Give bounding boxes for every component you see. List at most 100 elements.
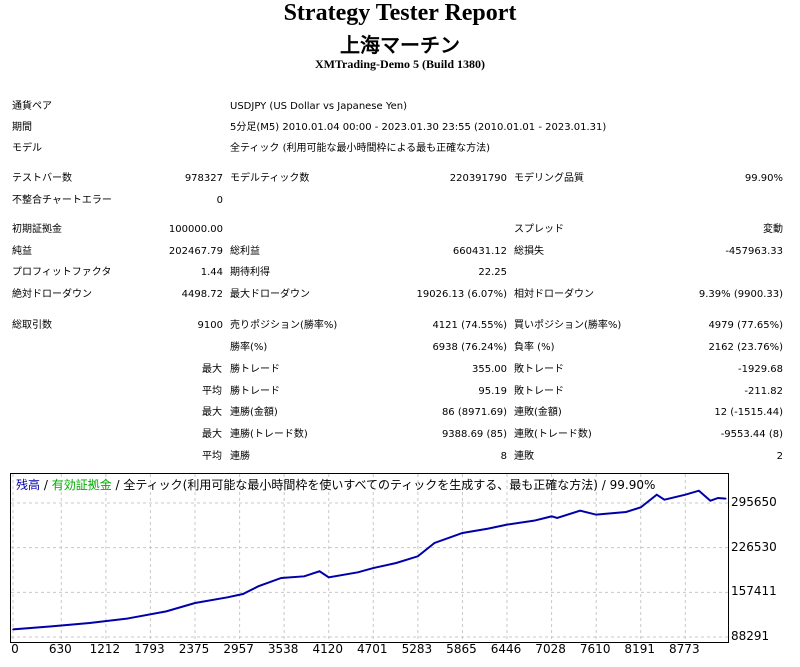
x-tick-label: 0 [11, 642, 19, 656]
balance-point [717, 497, 719, 499]
value: 2 [776, 450, 783, 462]
balance-point [663, 498, 666, 501]
value: -9553.44 (8) [720, 429, 783, 441]
value: 220391790 [449, 173, 507, 184]
label: 絶対ドローダウン [12, 289, 92, 300]
prefix: 最大 [202, 364, 222, 375]
label: 通貨ペア [12, 101, 52, 112]
value: 9.39% (9900.33) [698, 289, 783, 300]
label: 総損失 [514, 246, 544, 257]
balance-point [226, 596, 229, 599]
value: 2162 (23.76%) [708, 342, 783, 353]
balance-point [417, 555, 419, 558]
setting-row: 期間 5分足(M5) 2010.01.04 00:00 - 2023.01.30 … [0, 119, 800, 137]
legend-balance: 残高 [16, 478, 41, 492]
label: 勝率(%) [230, 342, 268, 353]
trades-row: 最大 連勝(金額) 86 (8971.69) 連敗(金額) 12 (-1515.44… [0, 404, 800, 422]
label: モデルティック数 [230, 173, 310, 184]
balance-point [533, 519, 535, 522]
label: 敗トレード [514, 364, 564, 375]
x-tick-label: 6446 [490, 642, 522, 656]
label: 勝トレード [230, 364, 280, 375]
label: モデリング品質 [514, 173, 584, 184]
label: 連敗 [514, 450, 534, 462]
value: 8 [500, 450, 507, 462]
value: 202467.79 [168, 246, 223, 257]
value: -457963.33 [725, 246, 783, 257]
x-tick-label: 7610 [579, 642, 611, 656]
prefix: 最大 [202, 407, 222, 419]
label: 敗トレード [514, 385, 564, 397]
label: 連勝 [230, 450, 250, 462]
value: -1929.68 [738, 364, 783, 375]
value: 変動 [763, 224, 783, 235]
balance-point [257, 585, 260, 588]
balance-point [395, 562, 397, 564]
value: USDJPY (US Dollar vs Japanese Yen) [230, 101, 408, 112]
value: 9100 [197, 320, 223, 331]
value: 全ティック (利用可能な最小時間枠による最も正確な方法) [230, 143, 491, 154]
label: 連敗(金額) [514, 407, 562, 419]
balance-line [12, 489, 726, 631]
label: 総取引数 [12, 320, 52, 331]
label: 売りポジション(勝率%) [230, 320, 338, 331]
x-tick-label: 4120 [312, 642, 343, 656]
prefix: 平均 [202, 450, 222, 462]
result-row: 純益 202467.79 総利益 660431.12 総損失 -457963.33 [0, 243, 800, 261]
label: 期間 [12, 122, 32, 133]
balance-point [556, 517, 558, 519]
x-tick-label: 8191 [624, 642, 655, 656]
prefix: 最大 [202, 429, 222, 441]
balance-point [165, 610, 168, 613]
value: 5分足(M5) 2010.01.04 00:00 - 2023.01.30 23… [230, 122, 607, 133]
x-tick-label: 5283 [401, 642, 433, 656]
balance-point [303, 575, 306, 578]
x-tick-label: 1212 [89, 642, 121, 656]
balance-point [579, 509, 581, 512]
balance-point [684, 493, 687, 496]
label: 総利益 [230, 246, 260, 257]
setting-row: モデル 全ティック (利用可能な最小時間枠による最も正確な方法) [0, 140, 800, 158]
label: スプレッド [514, 224, 564, 235]
result-row: プロフィットファクタ 1.44 期待利得 22.25 [0, 264, 800, 282]
x-tick-label: 630 [48, 642, 72, 656]
balance-point [242, 593, 244, 595]
value: 660431.12 [452, 246, 507, 257]
balance-point [724, 497, 727, 500]
balance-point [194, 602, 196, 604]
label: 連敗(トレード数) [514, 429, 592, 441]
balance-point [709, 499, 712, 502]
trades-row: 勝率(%) 6938 (76.24%) 負率 (%) 2162 (23.76%) [0, 339, 800, 357]
label: 期待利得 [230, 267, 270, 278]
label: 相対ドローダウン [514, 289, 594, 300]
label: 買いポジション(勝率%) [514, 320, 622, 331]
value: 22.25 [478, 267, 507, 278]
y-tick-label: 295650 [731, 495, 777, 509]
balance-point [433, 542, 436, 544]
balance-point [655, 493, 658, 496]
value: 86 (8971.69) [441, 407, 507, 419]
value: 978327 [184, 173, 223, 184]
balance-point [318, 570, 321, 573]
value: -211.82 [744, 385, 783, 397]
x-tick-label: 3538 [267, 642, 299, 656]
label: 連勝(トレード数) [230, 429, 308, 441]
y-tick-label: 226530 [731, 539, 777, 554]
balance-point [50, 625, 53, 628]
label: モデル [12, 143, 42, 154]
balance-point [372, 567, 375, 569]
trades-row: 最大 連勝(トレード数) 9388.69 (85) 連敗(トレード数) -9553.… [0, 426, 800, 444]
label: プロフィットファクタ [12, 267, 112, 278]
trades-row: 最大 勝トレード 355.00 敗トレード -1929.68 [0, 361, 800, 379]
balance-point [595, 513, 597, 516]
balance-point [506, 523, 508, 526]
trades-row: 平均 勝トレード 95.19 敗トレード -211.82 [0, 383, 800, 401]
chart-svg [11, 474, 728, 642]
setting-row: 通貨ペア USDJPY (US Dollar vs Japanese Yen) [0, 98, 800, 116]
legend-sep: / [40, 478, 52, 492]
balance-chart [10, 473, 729, 643]
value: 12 (-1515.44) [714, 407, 783, 419]
balance-point [88, 622, 91, 624]
trades-row: 総取引数 9100 売りポジション(勝率%) 4121 (74.55%) 買いポジシ… [0, 317, 800, 335]
label: 負率 (%) [514, 342, 555, 353]
